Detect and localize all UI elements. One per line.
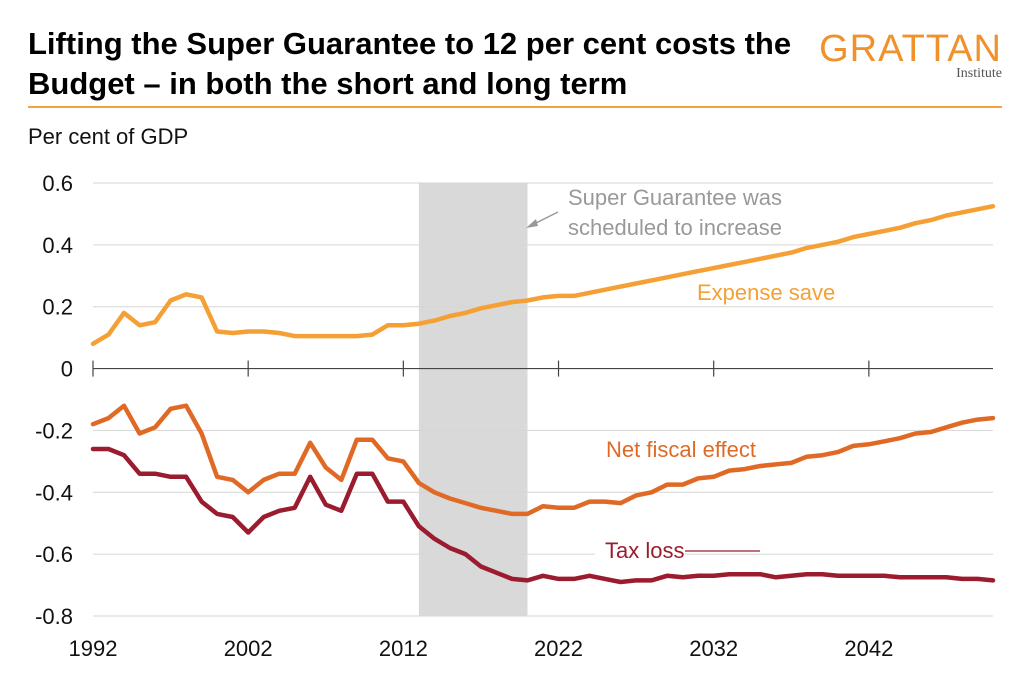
- annotation-text-line-1: Super Guarantee was: [568, 185, 782, 210]
- brand-name: GRATTAN: [819, 28, 1002, 70]
- series-line-tax-loss: [90, 446, 996, 585]
- x-tick-label: 2032: [689, 636, 738, 661]
- y-tick-label: 0.2: [42, 295, 73, 320]
- y-tick-label: -0.8: [35, 604, 73, 629]
- annotation-text-line-2: scheduled to increase: [568, 215, 782, 240]
- chart-title: Lifting the Super Guarantee to 12 per ce…: [28, 26, 792, 101]
- series-label-expense-save: Expense save: [697, 280, 835, 305]
- y-axis-label: Per cent of GDP: [28, 124, 189, 149]
- y-tick-label: -0.4: [35, 480, 73, 505]
- y-tick-label: 0: [61, 357, 73, 382]
- series-label-tax-loss: Tax loss: [605, 538, 684, 563]
- x-tick-label: 2022: [534, 636, 583, 661]
- brand-subtitle: Institute: [956, 66, 1002, 81]
- title-divider: [28, 106, 1002, 108]
- y-tick-label: 0.4: [42, 233, 73, 258]
- series-line-expense-save: [90, 203, 996, 347]
- brand-logo: GRATTAN Institute: [819, 30, 1002, 82]
- shaded-period: [418, 183, 528, 616]
- x-tick-label: 1992: [69, 636, 118, 661]
- x-tick-label: 2002: [224, 636, 273, 661]
- y-tick-label: 0.6: [42, 171, 73, 196]
- series-line-net-fiscal-effect: [90, 403, 996, 517]
- series-label-net-fiscal-effect: Net fiscal effect: [606, 437, 756, 462]
- x-tick-label: 2012: [379, 636, 428, 661]
- annotation-arrow-head: [526, 219, 538, 228]
- x-tick-label: 2042: [844, 636, 893, 661]
- y-tick-label: -0.6: [35, 542, 73, 567]
- y-tick-label: -0.2: [35, 418, 73, 443]
